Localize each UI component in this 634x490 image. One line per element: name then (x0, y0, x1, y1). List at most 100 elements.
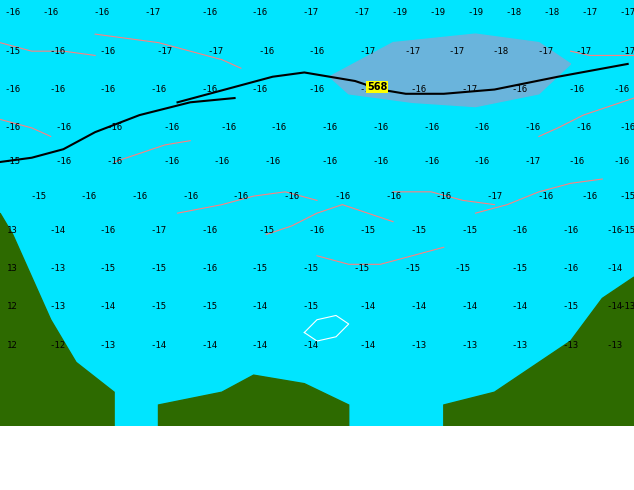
Text: -13: -13 (49, 302, 65, 312)
Text: -16: -16 (150, 85, 167, 94)
Bar (105, 442, 120, 460)
Text: 12: 12 (179, 463, 188, 469)
Text: -15: -15 (30, 192, 46, 200)
Text: -12: -12 (49, 341, 65, 350)
Text: -16: -16 (100, 226, 116, 235)
Text: -16: -16 (575, 123, 592, 132)
Text: -15: -15 (302, 302, 319, 312)
Text: 6: 6 (165, 463, 170, 469)
Text: -16: -16 (131, 192, 148, 200)
Text: -15: -15 (4, 47, 21, 56)
Text: -18: -18 (493, 47, 509, 56)
Bar (152, 442, 168, 460)
Bar (200, 442, 216, 460)
Text: -16: -16 (233, 192, 249, 200)
Text: -19: -19 (467, 8, 484, 17)
Bar (10, 442, 26, 460)
Text: -15: -15 (461, 226, 477, 235)
Text: -15: -15 (512, 264, 528, 273)
Text: -17: -17 (353, 8, 370, 17)
Text: -17: -17 (448, 47, 465, 56)
Text: -16: -16 (100, 47, 116, 56)
Text: -14: -14 (201, 341, 217, 350)
Text: -13: -13 (100, 341, 116, 350)
Text: 36: 36 (243, 463, 251, 469)
Text: -16: -16 (264, 157, 281, 167)
Text: -16: -16 (423, 123, 439, 132)
Bar (57, 442, 73, 460)
Polygon shape (330, 34, 571, 107)
Text: -13: -13 (461, 341, 477, 350)
Bar (262, 442, 278, 460)
Text: -48: -48 (20, 463, 32, 469)
Text: -16: -16 (106, 157, 122, 167)
Text: -17: -17 (404, 47, 420, 56)
Text: -14: -14 (252, 302, 268, 312)
Text: -16: -16 (214, 157, 230, 167)
Text: -19: -19 (429, 8, 446, 17)
Text: -17: -17 (157, 47, 173, 56)
Text: -13: -13 (607, 341, 623, 350)
Text: 18: 18 (195, 463, 204, 469)
Bar (216, 442, 231, 460)
Bar (120, 442, 136, 460)
Text: -16: -16 (581, 192, 598, 200)
Text: -14: -14 (100, 302, 116, 312)
Text: 568: 568 (367, 81, 387, 92)
Text: -13: -13 (512, 341, 528, 350)
Text: -16: -16 (4, 123, 21, 132)
Text: -19: -19 (391, 8, 408, 17)
Text: -17: -17 (486, 192, 503, 200)
Text: -17: -17 (524, 157, 541, 167)
Text: -13: -13 (49, 264, 65, 273)
Text: -16: -16 (569, 85, 585, 94)
Text: 48: 48 (274, 463, 283, 469)
Text: -16: -16 (4, 8, 21, 17)
Text: -12: -12 (114, 463, 127, 469)
Text: -17: -17 (144, 8, 160, 17)
Text: -15: -15 (302, 264, 319, 273)
Text: -14: -14 (410, 302, 427, 312)
Text: -15: -15 (353, 264, 370, 273)
Text: -16: -16 (607, 226, 623, 235)
Text: -16: -16 (309, 47, 325, 56)
Text: -15: -15 (252, 264, 268, 273)
Text: -18: -18 (505, 8, 522, 17)
Text: -15: -15 (100, 264, 116, 273)
Text: -16: -16 (524, 123, 541, 132)
Text: -16: -16 (309, 226, 325, 235)
Text: -13: -13 (410, 341, 427, 350)
Text: -16: -16 (182, 192, 198, 200)
Polygon shape (158, 375, 349, 426)
Text: -16: -16 (42, 8, 59, 17)
Text: -16: -16 (49, 47, 65, 56)
Text: -16: -16 (100, 85, 116, 94)
Text: -54: -54 (4, 463, 16, 469)
Text: -14: -14 (512, 302, 528, 312)
Text: -16: -16 (423, 157, 439, 167)
Text: -16: -16 (55, 157, 72, 167)
Bar (168, 442, 184, 460)
Text: -17: -17 (207, 47, 224, 56)
Text: -15: -15 (150, 264, 167, 273)
Text: -16: -16 (569, 157, 585, 167)
Text: 13: 13 (8, 226, 18, 235)
Text: -15: -15 (258, 226, 275, 235)
Text: -16: -16 (163, 123, 179, 132)
Text: -16: -16 (436, 192, 452, 200)
Text: -16: -16 (512, 226, 528, 235)
Text: 0: 0 (150, 463, 154, 469)
Text: -30: -30 (67, 463, 79, 469)
Text: -14: -14 (359, 341, 376, 350)
Text: -18: -18 (543, 8, 560, 17)
Text: 30: 30 (227, 463, 235, 469)
Text: 24: 24 (211, 463, 219, 469)
Text: -13: -13 (562, 341, 579, 350)
Text: -16: -16 (321, 157, 338, 167)
Text: ©weatheronline.co.uk: ©weatheronline.co.uk (484, 467, 619, 477)
Text: -36: -36 (51, 463, 64, 469)
Text: -17: -17 (619, 47, 634, 56)
Text: -16: -16 (410, 85, 427, 94)
Text: 42: 42 (259, 463, 267, 469)
Text: 54: 54 (290, 463, 299, 469)
